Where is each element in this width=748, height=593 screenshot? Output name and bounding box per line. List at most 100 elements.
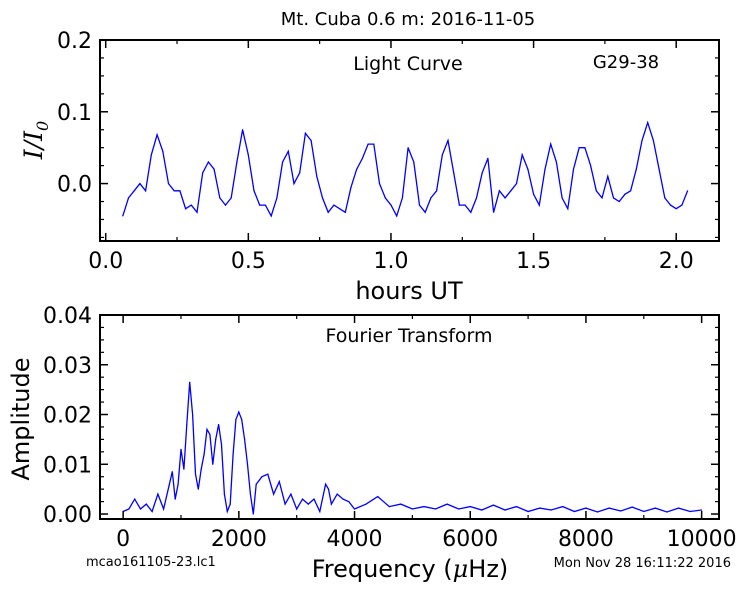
fourier-data-point	[515, 506, 518, 508]
fourier-data-point	[689, 510, 691, 513]
fourier-data-point	[267, 473, 269, 475]
light-curve-data-point	[493, 211, 495, 213]
light-curve-data-point	[236, 161, 238, 163]
light-curve-data-point	[139, 183, 141, 185]
figure-title: Mt. Cuba 0.6 m: 2016-11-05	[281, 9, 535, 30]
light-curve-data-point	[669, 204, 672, 206]
light-curve-data-point	[607, 175, 609, 177]
light-curve-data-point	[384, 197, 386, 199]
footer-timestamp: Mon Nov 28 16:11:22 2016	[554, 556, 731, 571]
light-curve-data-point	[453, 172, 455, 174]
fourier-data-point	[252, 513, 254, 515]
fourier-data-point	[163, 508, 165, 510]
fourier-data-point	[423, 506, 425, 508]
light-curve-data-point	[350, 186, 352, 188]
footer-filename: mcao161105-23.lc1	[86, 555, 216, 570]
fourier-data-point	[194, 473, 197, 475]
fourier-xtick-label: 8000	[558, 527, 614, 552]
fourier-data-point	[319, 510, 321, 513]
light-curve-data-point	[259, 204, 261, 206]
fourier-data-point	[527, 510, 529, 513]
light-curve-data-point	[612, 197, 615, 199]
light-curve-data-point	[207, 161, 209, 163]
light-curve-data-point	[624, 193, 626, 195]
fourier-data-point	[226, 510, 228, 513]
light-curve-data-point	[647, 122, 649, 124]
fourier-data-point	[177, 483, 179, 485]
light-curve-plot-area	[122, 120, 689, 218]
fourier-data-point	[189, 381, 191, 383]
light-curve-ylabel: I/I0	[19, 121, 52, 160]
light-curve-data-point	[299, 172, 301, 174]
fourier-xlabel-main: Frequency (	[312, 555, 453, 583]
fourier-data-point	[241, 418, 243, 421]
light-curve-data-point	[504, 197, 506, 199]
fourier-data-point	[469, 506, 471, 508]
fourier-data-point	[244, 438, 246, 440]
light-curve-data-point	[156, 134, 158, 136]
light-curve-data-point	[561, 197, 563, 199]
fourier-ytick-label: 0.01	[43, 453, 92, 478]
light-curve-data-point	[475, 197, 478, 199]
fourier-data-point	[235, 418, 237, 421]
light-curve-data-point	[687, 190, 689, 192]
light-curve-data-point	[213, 168, 215, 170]
light-curve-xtick-label: 1.0	[373, 249, 408, 274]
fourier-data-point	[504, 509, 506, 511]
fourier-data-point	[573, 510, 576, 513]
light-curve-data-point	[150, 154, 152, 156]
light-curve-data-point	[407, 147, 409, 149]
light-curve-data-point	[293, 183, 295, 185]
fourier-ytick-label: 0.04	[43, 304, 92, 329]
light-curve-data-point	[533, 193, 535, 195]
light-curve-data-point	[356, 168, 358, 170]
fourier-xtick-label: 10000	[667, 527, 737, 552]
fourier-data-point	[229, 503, 231, 505]
light-curve-ytick-label: 0.2	[57, 29, 92, 54]
light-curve-data-point	[185, 208, 187, 210]
light-curve-xtick-label: 1.5	[516, 249, 551, 274]
light-curve-data-point	[242, 129, 244, 131]
light-curve-data-point	[555, 161, 558, 163]
fourier-data-point	[183, 468, 185, 470]
light-curve-data-point	[179, 190, 181, 192]
light-curve-data-point	[464, 204, 466, 206]
fourier-data-point	[377, 496, 379, 498]
light-curve-data-point	[339, 208, 341, 210]
fourier-xtick-label: 6000	[442, 527, 498, 552]
light-curve-data-point	[190, 204, 192, 206]
star-name-annotation: G29-38	[593, 52, 659, 73]
fourier-data-point	[296, 508, 298, 510]
fourier-ytick-label: 0.00	[43, 503, 92, 528]
light-curve-data-point	[282, 161, 284, 163]
light-curve-data-point	[321, 197, 324, 199]
fourier-xtick-label: 0	[116, 527, 130, 552]
fourier-data-point	[388, 506, 390, 508]
light-curve-data-point	[167, 183, 170, 185]
fourier-data-point	[666, 511, 668, 513]
light-curve-panel: 0.0 0.5 1.0 1.5 2.0 0.0 0.1 0.2 Light Curve G29…	[19, 29, 720, 305]
light-curve-data-point	[316, 175, 318, 177]
fourier-data-point	[238, 411, 240, 413]
fourier-data-point	[492, 504, 494, 506]
fourier-panel: 0 2000 4000 6000 8000 10000 0.00 0.01 0.02 0.03 0.…	[7, 304, 737, 583]
fourier-data-point	[180, 448, 182, 450]
fourier-data-point	[232, 453, 234, 455]
light-curve-data-point	[333, 204, 335, 206]
light-curve-data-point	[418, 204, 421, 206]
fourier-xtick-label: 2000	[211, 527, 267, 552]
fourier-data-point	[596, 511, 599, 513]
light-curve-data-point	[344, 211, 346, 213]
light-curve-data-point	[527, 168, 529, 170]
light-curve-data-point	[664, 197, 666, 199]
light-curve-data-point	[162, 150, 164, 152]
light-curve-series-line	[122, 120, 689, 218]
fourier-data-point	[171, 471, 173, 473]
fourier-data-point	[550, 509, 552, 511]
light-curve-data-point	[327, 211, 329, 213]
fourier-data-point	[434, 508, 437, 510]
light-curve-data-point	[487, 157, 489, 159]
light-curve-data-point	[401, 197, 403, 199]
